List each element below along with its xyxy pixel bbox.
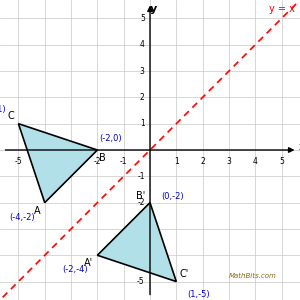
Text: 3: 3 xyxy=(226,157,231,166)
Text: (-2,-4): (-2,-4) xyxy=(62,265,88,274)
Text: 4: 4 xyxy=(253,157,258,166)
Text: B': B' xyxy=(136,191,146,201)
Text: (0,-2): (0,-2) xyxy=(161,192,184,201)
Text: 5: 5 xyxy=(140,14,145,23)
Text: B: B xyxy=(99,153,106,163)
Text: -3: -3 xyxy=(67,157,75,166)
Text: -2: -2 xyxy=(137,198,145,207)
Text: 3: 3 xyxy=(140,67,145,76)
Text: -3: -3 xyxy=(137,224,145,233)
Text: -5: -5 xyxy=(15,157,22,166)
Text: (1,-5): (1,-5) xyxy=(188,290,210,299)
Text: 5: 5 xyxy=(279,157,284,166)
Text: (-2,0): (-2,0) xyxy=(99,134,122,143)
Text: x: x xyxy=(299,142,300,152)
Text: -4: -4 xyxy=(137,251,145,260)
Text: C': C' xyxy=(180,269,189,279)
Text: 2: 2 xyxy=(200,157,205,166)
Text: y: y xyxy=(150,4,158,14)
Text: -5: -5 xyxy=(137,277,145,286)
Text: -4: -4 xyxy=(41,157,49,166)
Text: -1: -1 xyxy=(137,172,145,181)
Text: y = x: y = x xyxy=(268,4,295,14)
Text: A': A' xyxy=(84,258,93,268)
Text: MathBits.com: MathBits.com xyxy=(228,273,276,279)
Text: (-5,1): (-5,1) xyxy=(0,105,6,114)
Text: -1: -1 xyxy=(120,157,127,166)
Polygon shape xyxy=(98,202,176,282)
Text: 2: 2 xyxy=(140,93,145,102)
Text: 1: 1 xyxy=(174,157,179,166)
Text: 1: 1 xyxy=(140,119,145,128)
Text: A: A xyxy=(34,206,40,215)
Text: (-4,-2): (-4,-2) xyxy=(10,213,35,222)
Text: 4: 4 xyxy=(140,40,145,49)
Text: -2: -2 xyxy=(94,157,101,166)
Polygon shape xyxy=(18,124,98,202)
Text: C: C xyxy=(7,111,14,121)
